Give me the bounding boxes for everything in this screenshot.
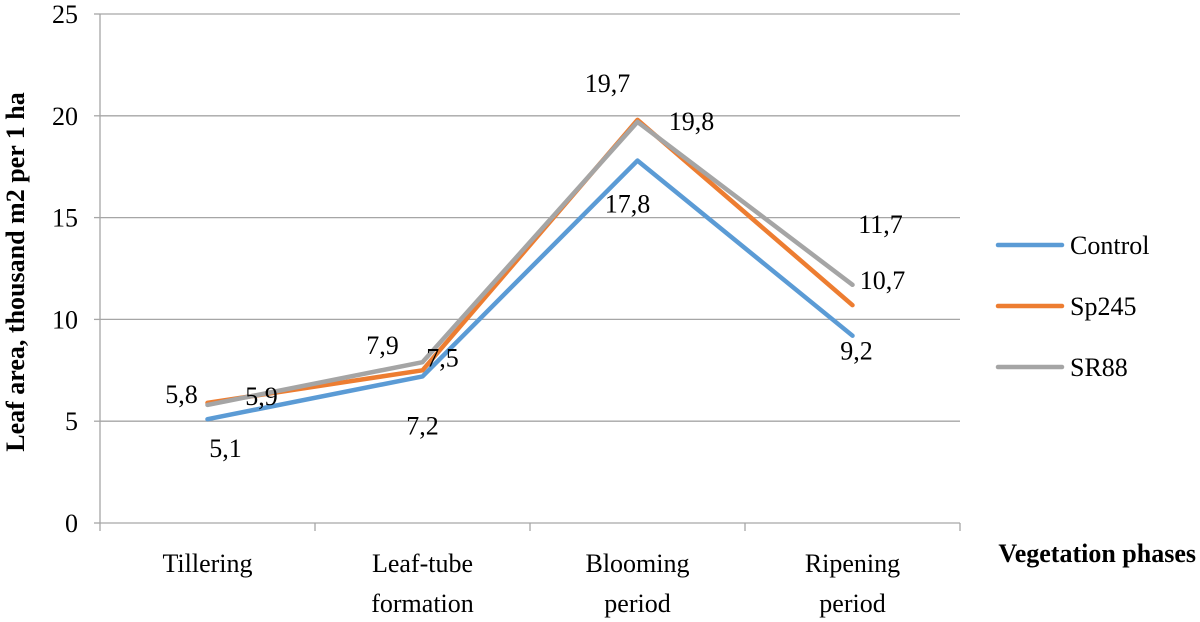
x-tick-label-line: Ripening [805,549,900,578]
legend-label-sr88: SR88 [1070,353,1128,382]
x-axis-title: Vegetation phases [998,539,1196,568]
y-tick-label: 10 [52,305,78,334]
legend: Control Sp245 SR88 [995,231,1149,382]
data-label-sr88: 11,7 [858,210,903,239]
series-line-control [205,158,855,422]
data-label-sp245: 10,7 [860,266,906,295]
data-label-sp245: 5,9 [245,382,278,411]
data-label-control: 7,2 [406,411,439,440]
x-tick-label: Leaf-tube formation [371,549,474,618]
data-label-sr88: 7,9 [366,331,399,360]
y-tick-label: 15 [52,204,78,233]
x-tick-label-line: formation [371,589,474,618]
x-tick-label-line: Blooming [585,549,689,578]
axes: 0 5 10 15 20 25 Tillering Leaf-tube formation Blo… [52,0,961,618]
x-tick-label: Ripening period [805,549,900,618]
data-label-control: 17,8 [605,190,651,219]
x-tick-label-line: period [604,589,670,618]
y-tick-label: 20 [52,102,78,131]
legend-label-sp245: Sp245 [1070,292,1136,321]
data-labels: 5,1 7,2 17,8 9,2 5,9 7,5 19,8 10,7 5,8 7,9 19,7 11,… [165,69,905,463]
data-label-sr88: 5,8 [165,380,198,409]
data-label-sp245: 19,8 [669,107,715,136]
x-tick-label-line: Tillering [162,549,252,578]
y-tick-label: 5 [65,407,78,436]
x-tick-label-line: Leaf-tube [372,549,473,578]
gridlines [100,13,960,422]
data-label-control: 9,2 [840,337,873,366]
legend-label-control: Control [1070,231,1149,260]
data-label-control: 5,1 [209,434,242,463]
series-lines [205,117,855,422]
x-tick-label-line: period [819,589,885,618]
data-label-sp245: 7,5 [426,343,459,372]
y-tick-label: 0 [65,509,78,538]
series-line-sp245 [205,117,855,406]
x-tick-label: Tillering [162,549,252,578]
series-line-sr88 [205,119,855,408]
data-label-sr88: 19,7 [585,69,631,98]
y-tick-label: 25 [52,0,78,29]
y-axis-title: Leaf area, thousand m2 per 1 ha [1,92,30,451]
x-tick-label: Blooming period [585,549,689,618]
